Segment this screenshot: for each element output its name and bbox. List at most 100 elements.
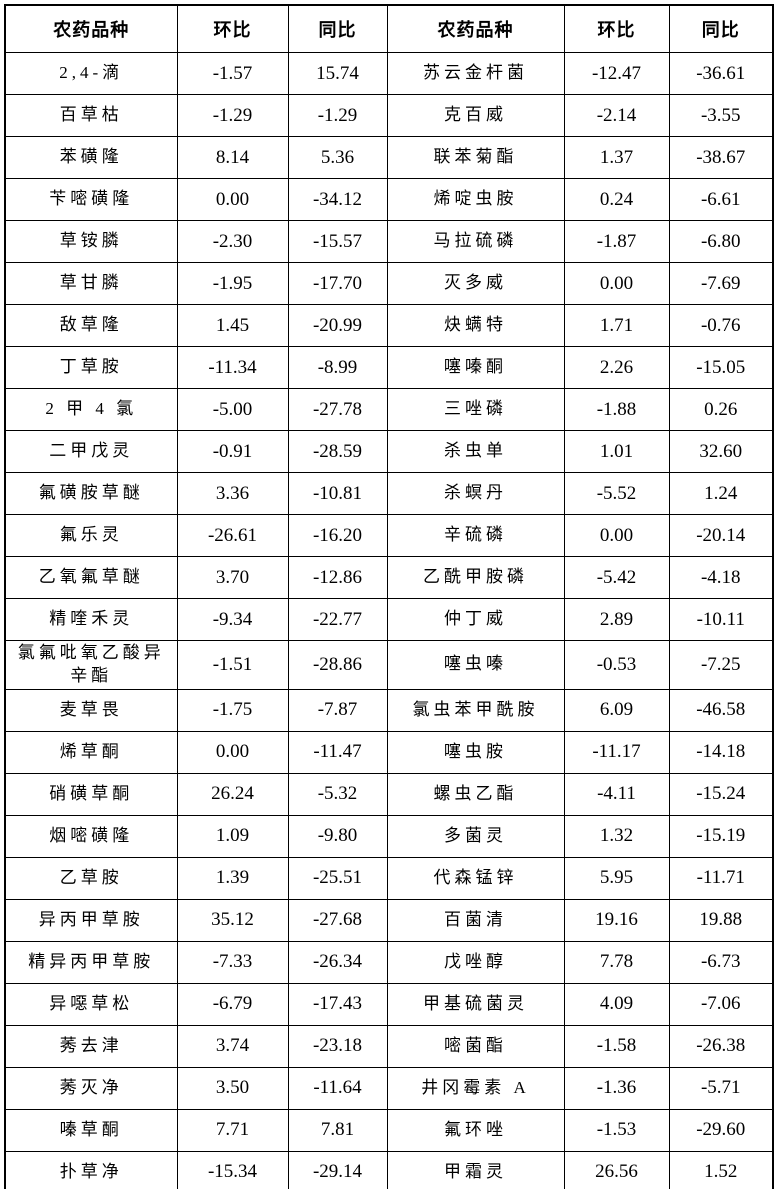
table-row: 烟嘧磺隆 1.09 -9.80 多菌灵 1.32 -15.19 — [4, 814, 774, 858]
pesticide-name-cell: 嘧菌酯 — [386, 1024, 565, 1068]
pesticide-name-cell: 二甲戊灵 — [4, 430, 178, 473]
table-row: 精喹禾灵 -9.34 -22.77 仲丁威 2.89 -10.11 — [4, 598, 774, 641]
header-yoy-left: 同比 — [287, 4, 388, 53]
table-row: 嗪草酮 7.71 7.81 氟环唑 -1.53 -29.60 — [4, 1108, 774, 1152]
mom-value-cell: 1.45 — [176, 304, 289, 347]
pesticide-name-cell: 乙酰甲胺磷 — [386, 556, 565, 599]
table-row: 异噁草松 -6.79 -17.43 甲基硫菌灵 4.09 -7.06 — [4, 982, 774, 1026]
yoy-value-cell: -17.70 — [287, 262, 388, 305]
pesticide-name-cell: 麦草畏 — [4, 688, 178, 732]
mom-value-cell: 0.00 — [176, 730, 289, 774]
table-row: 扑草净 -15.34 -29.14 甲霜灵 26.56 1.52 — [4, 1150, 774, 1189]
table-row: 草铵膦 -2.30 -15.57 马拉硫磷 -1.87 -6.80 — [4, 220, 774, 263]
pesticide-name-cell: 硝磺草酮 — [4, 772, 178, 816]
pesticide-name-cell: 乙草胺 — [4, 856, 178, 900]
pesticide-name-cell: 莠灭净 — [4, 1066, 178, 1110]
pesticide-name-cell: 氟磺胺草醚 — [4, 472, 178, 515]
mom-value-cell: 1.09 — [176, 814, 289, 858]
yoy-value-cell: -26.34 — [287, 940, 388, 984]
yoy-value-cell: -25.51 — [287, 856, 388, 900]
mom-value-cell: 2.89 — [563, 598, 670, 641]
yoy-value-cell: -7.69 — [668, 262, 774, 305]
pesticide-name-cell: 杀虫单 — [386, 430, 565, 473]
yoy-value-cell: -20.99 — [287, 304, 388, 347]
mom-value-cell: -2.14 — [563, 94, 670, 137]
table-row: 苄嘧磺隆 0.00 -34.12 烯啶虫胺 0.24 -6.61 — [4, 178, 774, 221]
table-row: 氟乐灵 -26.61 -16.20 辛硫磷 0.00 -20.14 — [4, 514, 774, 557]
yoy-value-cell: -26.38 — [668, 1024, 774, 1068]
yoy-value-cell: -3.55 — [668, 94, 774, 137]
pesticide-name-cell: 乙氧氟草醚 — [4, 556, 178, 599]
mom-value-cell: -11.34 — [176, 346, 289, 389]
table-row: 2,4-滴 -1.57 15.74 苏云金杆菌 -12.47 -36.61 — [4, 52, 774, 95]
mom-value-cell: -0.91 — [176, 430, 289, 473]
pesticide-name-cell: 噻虫嗪 — [386, 640, 565, 690]
pesticide-name-cell: 戊唑醇 — [386, 940, 565, 984]
mom-value-cell: 7.78 — [563, 940, 670, 984]
mom-value-cell: -1.53 — [563, 1108, 670, 1152]
yoy-value-cell: -7.87 — [287, 688, 388, 732]
pesticide-name-cell: 敌草隆 — [4, 304, 178, 347]
mom-value-cell: 1.01 — [563, 430, 670, 473]
yoy-value-cell: 5.36 — [287, 136, 388, 179]
yoy-value-cell: -23.18 — [287, 1024, 388, 1068]
mom-value-cell: -0.53 — [563, 640, 670, 690]
table-row: 乙草胺 1.39 -25.51 代森锰锌 5.95 -11.71 — [4, 856, 774, 900]
pesticide-name-cell: 噻虫胺 — [386, 730, 565, 774]
pesticide-name-cell: 扑草净 — [4, 1150, 178, 1189]
mom-value-cell: -4.11 — [563, 772, 670, 816]
yoy-value-cell: -38.67 — [668, 136, 774, 179]
yoy-value-cell: -15.05 — [668, 346, 774, 389]
pesticide-name-cell: 百菌清 — [386, 898, 565, 942]
pesticide-name-cell: 精喹禾灵 — [4, 598, 178, 641]
pesticide-name-cell: 联苯菊酯 — [386, 136, 565, 179]
yoy-value-cell: -6.80 — [668, 220, 774, 263]
yoy-value-cell: -9.80 — [287, 814, 388, 858]
pesticide-name-cell: 噻嗪酮 — [386, 346, 565, 389]
pesticide-name-cell: 三唑磷 — [386, 388, 565, 431]
table-row: 丁草胺 -11.34 -8.99 噻嗪酮 2.26 -15.05 — [4, 346, 774, 389]
yoy-value-cell: -6.73 — [668, 940, 774, 984]
pesticide-name-cell: 井冈霉素 A — [386, 1066, 565, 1110]
mom-value-cell: 7.71 — [176, 1108, 289, 1152]
yoy-value-cell: -20.14 — [668, 514, 774, 557]
mom-value-cell: 5.95 — [563, 856, 670, 900]
mom-value-cell: 2.26 — [563, 346, 670, 389]
mom-value-cell: -12.47 — [563, 52, 670, 95]
header-pesticide-name-right: 农药品种 — [386, 4, 565, 53]
pesticide-name-cell: 异丙甲草胺 — [4, 898, 178, 942]
pesticide-name-cell: 2,4-滴 — [4, 52, 178, 95]
pesticide-name-cell: 苯磺隆 — [4, 136, 178, 179]
table-row: 草甘膦 -1.95 -17.70 灭多威 0.00 -7.69 — [4, 262, 774, 305]
mom-value-cell: 0.24 — [563, 178, 670, 221]
yoy-value-cell: -10.11 — [668, 598, 774, 641]
yoy-value-cell: -11.71 — [668, 856, 774, 900]
table-row: 二甲戊灵 -0.91 -28.59 杀虫单 1.01 32.60 — [4, 430, 774, 473]
yoy-value-cell: -34.12 — [287, 178, 388, 221]
pesticide-name-cell: 2 甲 4 氯 — [4, 388, 178, 431]
yoy-value-cell: -5.71 — [668, 1066, 774, 1110]
pesticide-name-cell: 仲丁威 — [386, 598, 565, 641]
table-row: 异丙甲草胺 35.12 -27.68 百菌清 19.16 19.88 — [4, 898, 774, 942]
pesticide-name-cell: 氯氟吡氧乙酸异辛酯 — [4, 640, 178, 690]
yoy-value-cell: 32.60 — [668, 430, 774, 473]
pesticide-name-cell: 烯啶虫胺 — [386, 178, 565, 221]
mom-value-cell: 6.09 — [563, 688, 670, 732]
table-row: 百草枯 -1.29 -1.29 克百威 -2.14 -3.55 — [4, 94, 774, 137]
mom-value-cell: 26.56 — [563, 1150, 670, 1189]
table-row: 莠去津 3.74 -23.18 嘧菌酯 -1.58 -26.38 — [4, 1024, 774, 1068]
mom-value-cell: 1.39 — [176, 856, 289, 900]
mom-value-cell: 0.00 — [563, 514, 670, 557]
mom-value-cell: -1.29 — [176, 94, 289, 137]
yoy-value-cell: -36.61 — [668, 52, 774, 95]
mom-value-cell: 3.74 — [176, 1024, 289, 1068]
pesticide-name-cell: 克百威 — [386, 94, 565, 137]
pesticide-name-cell: 代森锰锌 — [386, 856, 565, 900]
table-row: 烯草酮 0.00 -11.47 噻虫胺 -11.17 -14.18 — [4, 730, 774, 774]
yoy-value-cell: -27.78 — [287, 388, 388, 431]
yoy-value-cell: -27.68 — [287, 898, 388, 942]
mom-value-cell: 8.14 — [176, 136, 289, 179]
yoy-value-cell: 15.74 — [287, 52, 388, 95]
yoy-value-cell: 1.52 — [668, 1150, 774, 1189]
mom-value-cell: -1.36 — [563, 1066, 670, 1110]
